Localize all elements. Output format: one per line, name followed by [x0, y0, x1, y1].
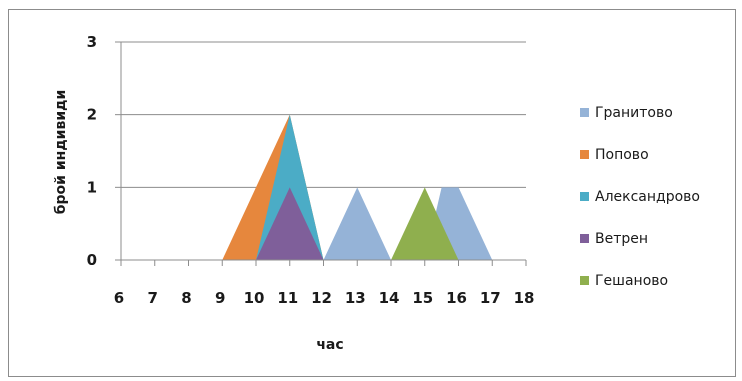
legend-swatch [580, 276, 589, 285]
gridlines [121, 41, 526, 188]
y-tick-label: 0 [87, 251, 97, 269]
x-tick-label: 18 [514, 289, 535, 307]
x-tick-label: 15 [412, 289, 433, 307]
legend-swatch [580, 150, 589, 159]
x-tick-label: 12 [311, 289, 332, 307]
x-tick-label: 11 [277, 289, 298, 307]
x-tick-label: 13 [345, 289, 366, 307]
x-tick-label: 14 [379, 289, 400, 307]
x-tick-label: 8 [181, 289, 191, 307]
area-Ветрен [256, 187, 324, 260]
legend-label: Гешаново [595, 273, 668, 289]
y-tick-label: 3 [87, 33, 97, 51]
x-tick-label: 9 [215, 289, 225, 307]
legend-label: Александрово [595, 189, 700, 205]
legend-swatch [580, 108, 589, 117]
series-areas [222, 114, 493, 261]
x-tick-label: 10 [244, 289, 265, 307]
y-tick-label: 1 [87, 178, 97, 196]
x-tick-label: 17 [480, 289, 501, 307]
y-axis-title: брой индивиди [53, 90, 69, 214]
area-Гранитово [323, 187, 493, 260]
x-tick-label: 16 [446, 289, 467, 307]
legend-swatch [580, 192, 589, 201]
legend-label: Ветрен [595, 231, 648, 247]
legend-swatch [580, 234, 589, 243]
legend-label: Попово [595, 147, 649, 163]
legend-label: Гранитово [595, 105, 673, 121]
x-tick-label: 6 [114, 289, 124, 307]
x-axis-title: час [316, 337, 343, 353]
chart-frame [8, 9, 736, 377]
legend: Гранитово Попово Александрово Ветрен Гешанов… [580, 105, 700, 289]
x-tick-label: 7 [148, 289, 158, 307]
area-Гешаново [391, 187, 459, 260]
y-tick-label: 2 [87, 106, 97, 124]
